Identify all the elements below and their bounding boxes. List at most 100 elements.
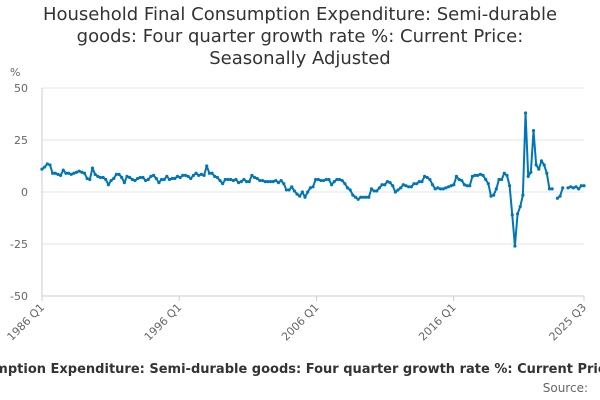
data-point (138, 175, 142, 180)
data-point (101, 175, 105, 180)
data-point (69, 172, 73, 176)
data-point (189, 176, 193, 181)
data-point (561, 186, 565, 190)
data-point (569, 185, 573, 189)
data-point (141, 175, 145, 180)
data-point (122, 181, 126, 185)
data-point (56, 172, 60, 176)
data-point (43, 165, 47, 169)
data-point (231, 178, 235, 183)
data-point (157, 181, 161, 185)
data-point (436, 186, 440, 190)
data-point (574, 185, 578, 189)
x-tick-label: 1996 Q1 (142, 301, 185, 344)
data-point (234, 177, 238, 182)
data-point (377, 186, 382, 190)
data-point (77, 169, 81, 173)
data-point (154, 176, 158, 181)
data-point (271, 180, 275, 184)
data-point (324, 177, 328, 182)
data-point (340, 178, 344, 183)
data-point (136, 176, 140, 181)
gridlines (42, 87, 584, 297)
data-point (513, 244, 517, 248)
data-point (266, 180, 270, 184)
data-point (481, 173, 485, 177)
data-point (120, 175, 124, 180)
data-point (399, 186, 403, 190)
data-point (478, 172, 482, 176)
data-point (287, 188, 291, 192)
data-point (462, 183, 467, 187)
data-point (521, 193, 525, 197)
data-point (146, 177, 150, 182)
data-point (93, 172, 97, 176)
data-point (412, 182, 416, 186)
data-point (407, 185, 411, 189)
data-point (547, 187, 552, 191)
chart-title-line-2: goods: Four quarter growth rate %: Curre… (76, 26, 524, 47)
data-point (489, 194, 493, 198)
data-point (292, 189, 296, 193)
data-point (356, 197, 360, 201)
data-point (61, 168, 65, 172)
data-point (337, 177, 342, 182)
data-point (316, 177, 320, 182)
legend[interactable]: Household Final Consumption Expenditure:… (0, 362, 600, 382)
data-point (582, 184, 586, 188)
data-point (486, 182, 490, 186)
data-point (311, 185, 315, 189)
data-point (396, 188, 400, 192)
data-point (322, 178, 326, 183)
data-point (274, 178, 278, 183)
data-point (51, 171, 55, 175)
data-point (515, 212, 520, 216)
data-point (255, 176, 259, 181)
data-point (215, 175, 219, 180)
data-point (223, 177, 227, 182)
data-point (404, 184, 408, 188)
data-point (327, 177, 331, 182)
data-point (537, 167, 541, 171)
y-tick-label: 0 (21, 186, 28, 199)
data-point (526, 174, 530, 178)
data-point (351, 193, 355, 197)
data-point (345, 186, 350, 190)
data-point (415, 182, 419, 186)
data-point (159, 177, 164, 182)
data-point (531, 129, 536, 133)
data-point (186, 174, 190, 178)
data-point (375, 189, 379, 193)
data-point (330, 183, 334, 187)
data-point (167, 177, 172, 182)
y-tick-label: -25 (10, 238, 28, 251)
data-point (571, 186, 575, 190)
data-point (72, 171, 76, 175)
data-point (130, 177, 134, 182)
data-point (295, 192, 299, 196)
series-group (40, 111, 586, 248)
data-point (221, 182, 225, 186)
data-point (314, 177, 318, 182)
data-point (500, 177, 504, 182)
data-point (207, 171, 211, 175)
data-point (229, 177, 233, 182)
data-point (484, 177, 488, 182)
data-point (457, 177, 461, 182)
legend-label[interactable]: Household Final Consumption Expenditure:… (0, 362, 600, 377)
data-point (181, 173, 185, 177)
data-point (539, 159, 544, 163)
data-point (542, 163, 546, 167)
data-point (282, 182, 286, 186)
chart-title-line-3: Seasonally Adjusted (209, 48, 391, 69)
data-point (268, 180, 273, 184)
data-point (260, 178, 265, 183)
data-point (319, 178, 323, 183)
chart-title: Household Final Consumption Expenditure:… (0, 4, 600, 70)
data-point (308, 186, 312, 190)
data-point (454, 174, 459, 178)
data-point (372, 189, 376, 193)
data-point (545, 171, 549, 175)
data-point (133, 178, 137, 183)
